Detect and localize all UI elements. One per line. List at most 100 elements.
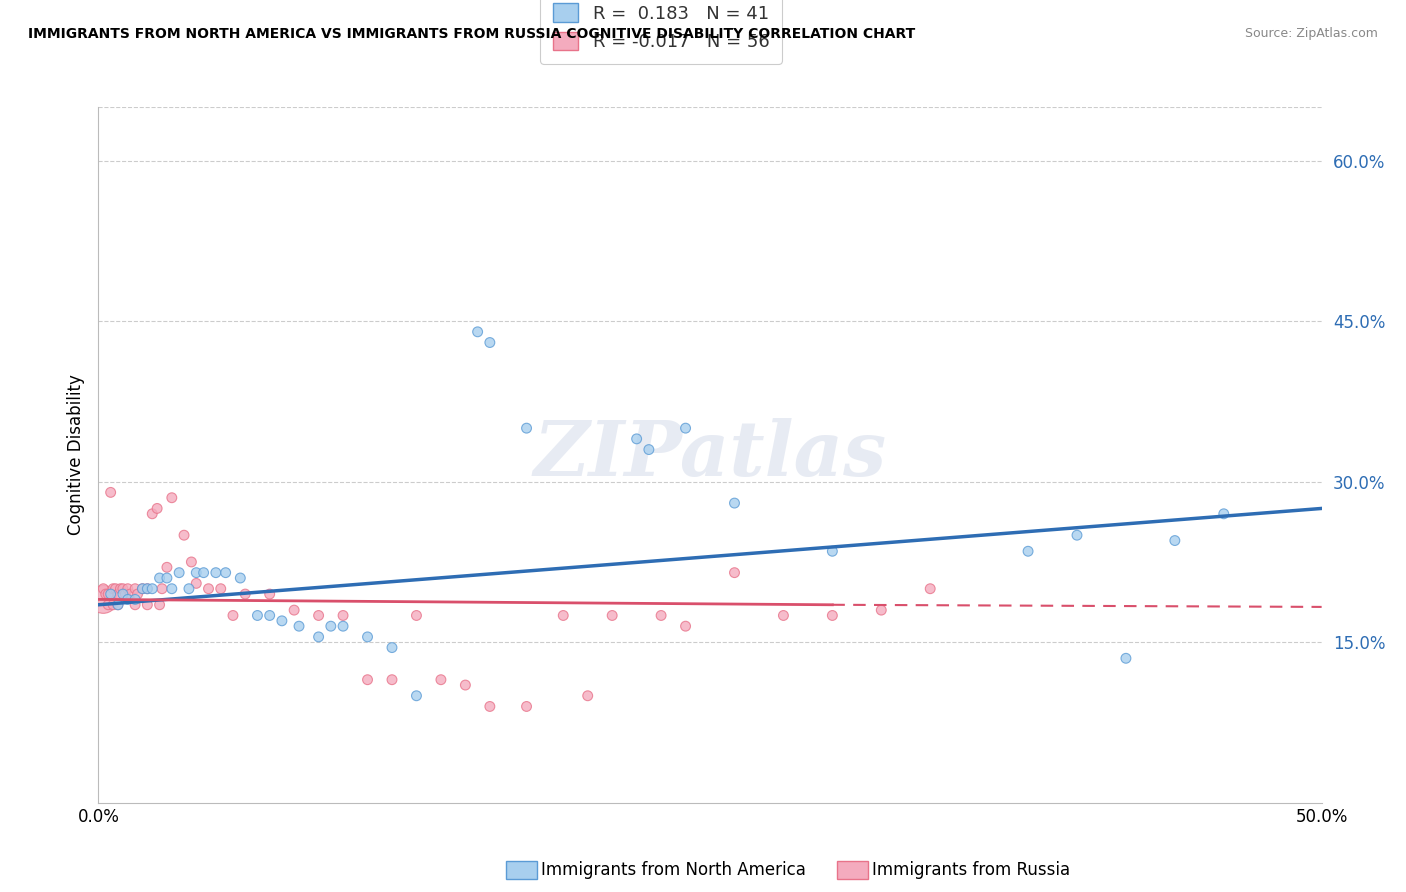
Point <box>626 432 648 446</box>
Point <box>675 421 697 435</box>
Point <box>97 598 120 612</box>
Point <box>186 566 208 580</box>
Point <box>124 582 146 596</box>
Point <box>107 598 129 612</box>
Point <box>131 582 153 596</box>
Point <box>381 673 404 687</box>
Point <box>675 619 697 633</box>
Y-axis label: Cognitive Disability: Cognitive Disability <box>66 375 84 535</box>
Point <box>772 608 794 623</box>
Point <box>821 544 844 558</box>
Point <box>600 608 623 623</box>
Point <box>110 582 132 596</box>
Text: ZIPatlas: ZIPatlas <box>533 418 887 491</box>
Text: Immigrants from North America: Immigrants from North America <box>541 861 806 879</box>
Point <box>870 603 893 617</box>
Point <box>920 582 942 596</box>
Point <box>131 582 153 596</box>
Point <box>149 598 172 612</box>
Point <box>478 335 501 350</box>
Text: Source: ZipAtlas.com: Source: ZipAtlas.com <box>1244 27 1378 40</box>
Point <box>193 566 215 580</box>
Point <box>576 689 599 703</box>
Point <box>160 491 183 505</box>
Point <box>173 528 195 542</box>
Point <box>1115 651 1137 665</box>
Point <box>136 582 159 596</box>
Point <box>117 582 139 596</box>
Point <box>101 582 124 596</box>
Point <box>100 587 122 601</box>
Point <box>141 507 163 521</box>
Point <box>283 603 305 617</box>
Point <box>723 566 745 580</box>
Point <box>150 582 173 596</box>
Point <box>91 582 114 596</box>
Point <box>553 608 575 623</box>
Point <box>1017 544 1039 558</box>
Point <box>209 582 232 596</box>
Text: Immigrants from Russia: Immigrants from Russia <box>872 861 1070 879</box>
Point <box>117 592 139 607</box>
Text: IMMIGRANTS FROM NORTH AMERICA VS IMMIGRANTS FROM RUSSIA COGNITIVE DISABILITY COR: IMMIGRANTS FROM NORTH AMERICA VS IMMIGRA… <box>28 27 915 41</box>
Point <box>288 619 311 633</box>
Point <box>94 587 117 601</box>
Point <box>197 582 219 596</box>
Point <box>356 630 378 644</box>
Legend: R =  0.183   N = 41, R = -0.017   N = 56: R = 0.183 N = 41, R = -0.017 N = 56 <box>540 0 782 64</box>
Point <box>1212 507 1234 521</box>
Point <box>821 608 844 623</box>
Point <box>111 587 134 601</box>
Point <box>270 614 294 628</box>
Point <box>124 592 146 607</box>
Point <box>405 608 427 623</box>
Point <box>308 608 330 623</box>
Point <box>104 582 127 596</box>
Point <box>467 325 489 339</box>
Point <box>111 582 134 596</box>
Point <box>127 587 149 601</box>
Point <box>723 496 745 510</box>
Point <box>180 555 202 569</box>
Point <box>356 673 378 687</box>
Point <box>308 630 330 644</box>
Point <box>515 699 537 714</box>
Point <box>186 576 208 591</box>
Point <box>1066 528 1088 542</box>
Point <box>319 619 342 633</box>
Point <box>381 640 404 655</box>
Point <box>222 608 245 623</box>
Point <box>156 571 179 585</box>
Point <box>205 566 228 580</box>
Point <box>637 442 661 457</box>
Point <box>229 571 252 585</box>
Point <box>124 598 146 612</box>
Point <box>1164 533 1187 548</box>
Point <box>136 598 159 612</box>
Point <box>141 582 163 596</box>
Point <box>259 587 281 601</box>
Point <box>100 485 122 500</box>
Point <box>405 689 427 703</box>
Point <box>107 587 129 601</box>
Point <box>149 571 172 585</box>
Point <box>136 582 159 596</box>
Point <box>454 678 477 692</box>
Point <box>97 587 120 601</box>
Point <box>107 598 129 612</box>
Point <box>146 501 169 516</box>
Point <box>114 587 136 601</box>
Point <box>91 592 114 607</box>
Point <box>332 619 354 633</box>
Point <box>233 587 256 601</box>
Point <box>332 608 354 623</box>
Point <box>246 608 269 623</box>
Point <box>160 582 183 596</box>
Point <box>430 673 453 687</box>
Point <box>120 587 142 601</box>
Point <box>478 699 501 714</box>
Point <box>650 608 672 623</box>
Point <box>214 566 236 580</box>
Point <box>177 582 200 596</box>
Point <box>259 608 281 623</box>
